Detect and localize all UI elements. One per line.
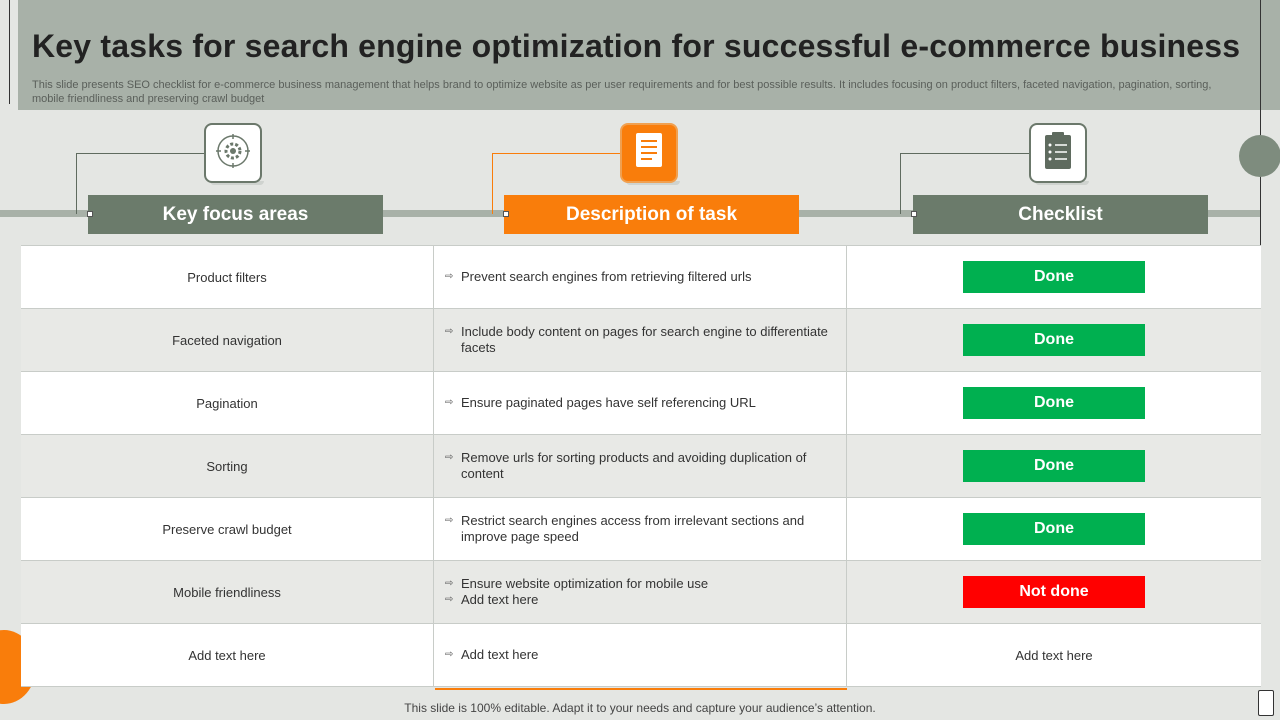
checklist-cell: Done <box>847 498 1261 560</box>
task-description-cell: ⇨ Restrict search engines access from irr… <box>434 498 847 560</box>
checklist-cell: Add text here <box>1015 647 1093 663</box>
focus-area-cell: Add text here <box>21 624 434 686</box>
arrow-bullet-icon: ⇨ <box>445 271 454 282</box>
task-bullet: ⇨ Ensure paginated pages have self refere… <box>445 395 756 411</box>
task-description-cell: ⇨ Prevent search engines from retrieving … <box>434 246 847 308</box>
task-bullet: ⇨ Restrict search engines access from irr… <box>445 513 832 545</box>
task-description-cell: ⇨ Remove urls for sorting products and av… <box>434 435 847 497</box>
task-bullet: ⇨ Add text here <box>445 592 538 608</box>
arrow-bullet-icon: ⇨ <box>445 594 454 605</box>
connector-line-1 <box>76 153 205 214</box>
table-row: Product filters ⇨ Prevent search engines … <box>21 246 1261 309</box>
arrow-bullet-icon: ⇨ <box>445 397 454 408</box>
clipboard-icon-corner <box>1258 690 1274 716</box>
column-header-focus-areas: Key focus areas <box>88 195 383 234</box>
task-bullet: ⇨ Add text here <box>445 647 538 663</box>
table-row: Sorting ⇨ Remove urls for sorting product… <box>21 435 1261 498</box>
focus-areas-icon-box <box>204 123 264 185</box>
document-icon <box>632 131 666 176</box>
arrow-bullet-icon: ⇨ <box>445 578 454 589</box>
task-text: Remove urls for sorting products and avo… <box>461 450 807 481</box>
status-badge: Done <box>963 324 1145 356</box>
gear-icon <box>213 131 253 176</box>
checklist-cell: Done <box>847 246 1261 308</box>
seo-task-table: Product filters ⇨ Prevent search engines … <box>21 245 1261 687</box>
task-text: Include body content on pages for search… <box>461 324 828 355</box>
task-bullet: ⇨ Remove urls for sorting products and av… <box>445 450 832 482</box>
header-band <box>18 0 1280 110</box>
footer-note: This slide is 100% editable. Adapt it to… <box>404 701 876 715</box>
table-row: Faceted navigation ⇨ Include body content… <box>21 309 1261 372</box>
status-badge: Done <box>963 513 1145 545</box>
connector-dot-3 <box>911 211 917 217</box>
focus-area-cell: Product filters <box>21 246 434 308</box>
task-text: Add text here <box>461 592 539 607</box>
decorative-circle-right <box>1239 135 1280 177</box>
table-row: Mobile friendliness ⇨ Ensure website opti… <box>21 561 1261 624</box>
task-bullet: ⇨ Include body content on pages for searc… <box>445 324 832 356</box>
task-bullet: ⇨ Prevent search engines from retrieving … <box>445 269 751 285</box>
task-description-cell: ⇨ Ensure website optimization for mobile … <box>434 561 847 623</box>
left-divider <box>9 0 10 104</box>
arrow-bullet-icon: ⇨ <box>445 649 454 660</box>
task-description-cell: ⇨ Ensure paginated pages have self refere… <box>434 372 847 434</box>
focus-area-cell: Faceted navigation <box>21 309 434 371</box>
arrow-bullet-icon: ⇨ <box>445 452 454 463</box>
column-header-description: Description of task <box>504 195 799 234</box>
connector-line-2 <box>492 153 621 214</box>
checklist-cell: Done <box>847 435 1261 497</box>
focus-area-cell: Pagination <box>21 372 434 434</box>
connector-dot-1 <box>87 211 93 217</box>
page-title: Key tasks for search engine optimization… <box>32 28 1241 64</box>
checklist-icon-box <box>1029 123 1089 185</box>
task-text: Ensure website optimization for mobile u… <box>461 576 709 591</box>
status-badge: Done <box>963 387 1145 419</box>
focus-area-cell: Sorting <box>21 435 434 497</box>
description-icon-box <box>620 123 680 185</box>
task-text: Restrict search engines access from irre… <box>461 513 805 544</box>
column-header-checklist: Checklist <box>913 195 1208 234</box>
table-row: Pagination ⇨ Ensure paginated pages have … <box>21 372 1261 435</box>
checklist-cell: Not done <box>847 561 1261 623</box>
status-badge: Done <box>963 450 1145 482</box>
checklist-cell: Done <box>847 309 1261 371</box>
arrow-bullet-icon: ⇨ <box>445 326 454 337</box>
task-description-cell: ⇨ Include body content on pages for searc… <box>434 309 847 371</box>
task-text: Add text here <box>461 647 539 662</box>
task-text: Prevent search engines from retrieving f… <box>461 269 752 284</box>
connector-line-3 <box>900 153 1029 214</box>
table-row: Preserve crawl budget ⇨ Restrict search e… <box>21 498 1261 561</box>
focus-area-cell: Mobile friendliness <box>21 561 434 623</box>
status-badge: Not done <box>963 576 1145 608</box>
page-subtitle: This slide presents SEO checklist for e-… <box>32 79 1212 105</box>
arrow-bullet-icon: ⇨ <box>445 515 454 526</box>
connector-dot-2 <box>503 211 509 217</box>
description-column-accent <box>435 688 847 690</box>
task-description-cell: ⇨ Add text here <box>434 624 847 686</box>
checklist-cell: Done <box>847 372 1261 434</box>
task-bullet: ⇨ Ensure website optimization for mobile … <box>445 576 708 592</box>
table-row: Add text here ⇨ Add text here Add text he… <box>21 624 1261 687</box>
focus-area-cell: Preserve crawl budget <box>21 498 434 560</box>
status-badge: Done <box>963 261 1145 293</box>
clipboard-icon <box>1043 131 1073 176</box>
task-text: Ensure paginated pages have self referen… <box>461 395 756 410</box>
